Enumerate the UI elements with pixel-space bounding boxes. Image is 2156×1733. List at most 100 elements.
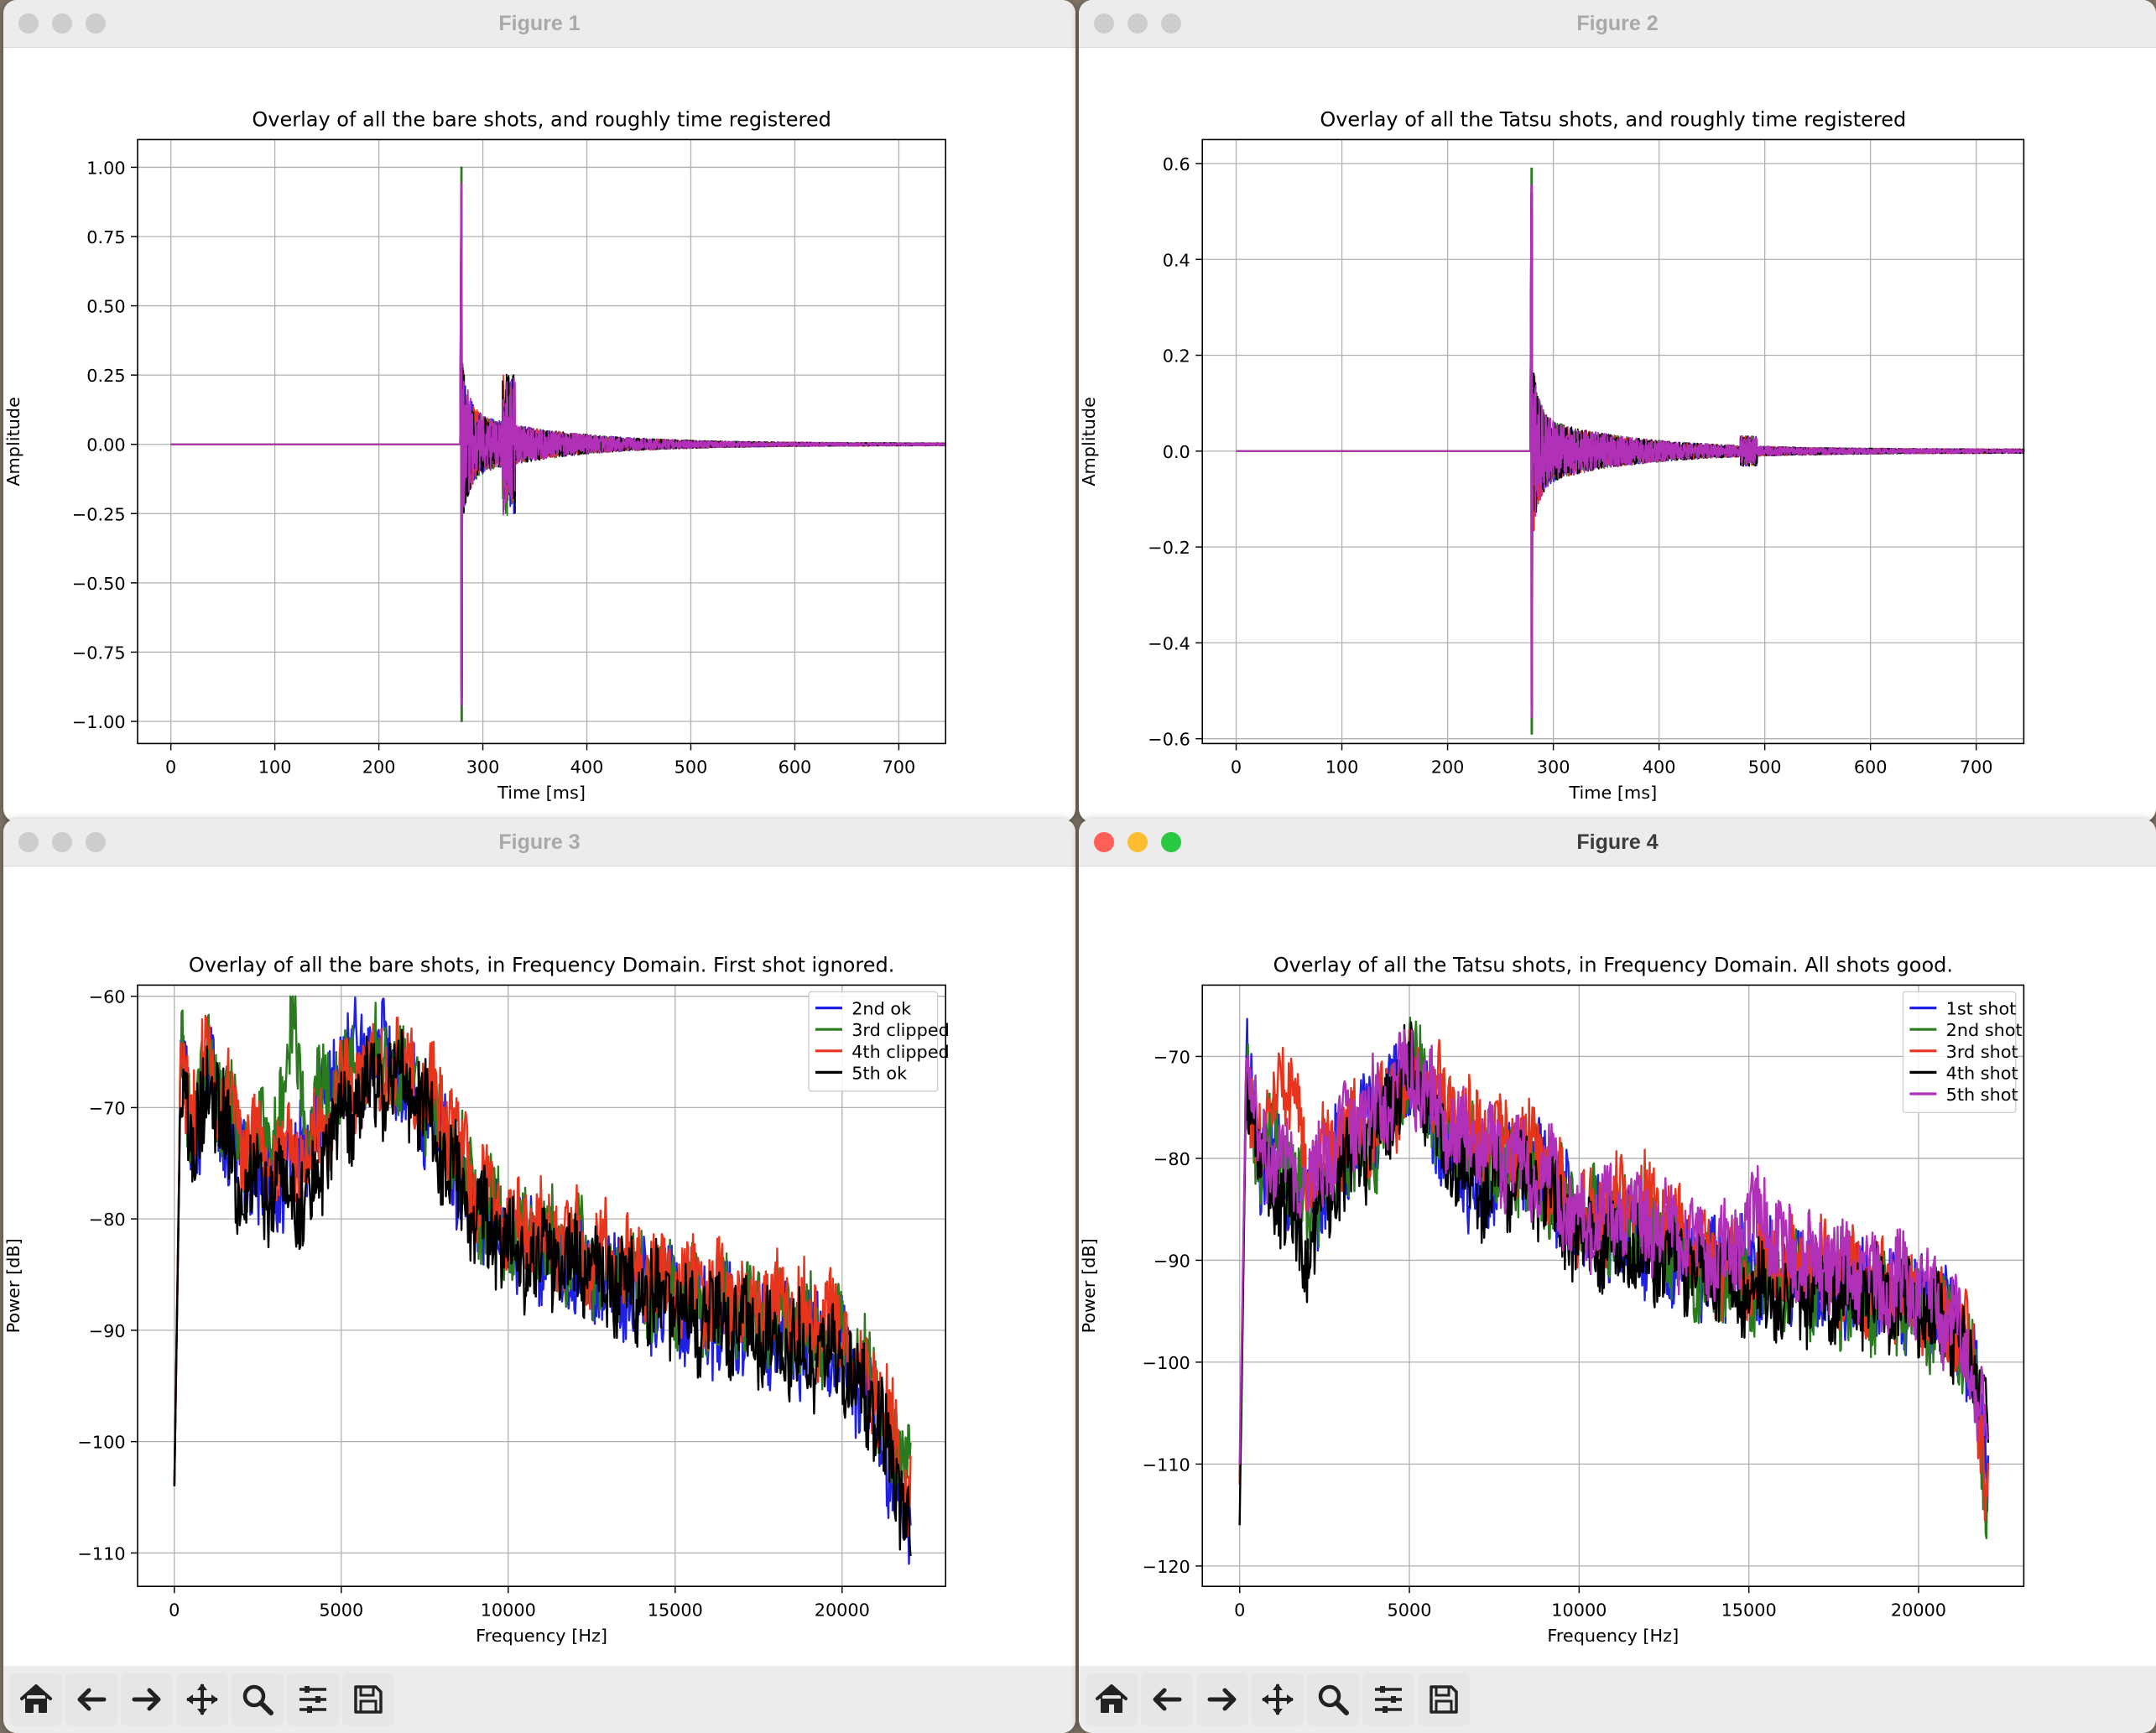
home-button[interactable] bbox=[1086, 1673, 1138, 1725]
save-button[interactable] bbox=[1418, 1673, 1470, 1725]
zoom-button[interactable] bbox=[232, 1673, 284, 1725]
chart-title: Overlay of all the bare shots, and rough… bbox=[252, 107, 831, 131]
plot-area: 0 100 200 300 400 500 600 700 1.00 0.75 0.50 0.25 0.… bbox=[3, 107, 947, 803]
close-window-button[interactable] bbox=[1094, 13, 1114, 34]
axes-frame bbox=[1201, 984, 2025, 1588]
home-icon bbox=[1096, 1684, 1127, 1713]
x-tick-label: 15000 bbox=[648, 1600, 703, 1620]
forward-arrow-button[interactable] bbox=[1196, 1673, 1248, 1725]
legend-box bbox=[1902, 991, 2017, 1114]
y-tick-label: −0.6 bbox=[1148, 730, 1190, 750]
pan-button[interactable] bbox=[1252, 1673, 1304, 1725]
y-tick-label: 0.6 bbox=[1163, 154, 1190, 174]
x-axis-label: Frequency [Hz] bbox=[476, 1626, 607, 1646]
title-bar[interactable]: Figure 2 bbox=[1079, 0, 2156, 48]
x-tick-label: 300 bbox=[1537, 757, 1570, 778]
minimize-window-button[interactable] bbox=[1127, 832, 1148, 852]
x-axis-label: Time [ms] bbox=[497, 783, 586, 803]
save-button[interactable] bbox=[342, 1673, 394, 1725]
back-arrow-button[interactable] bbox=[1141, 1673, 1193, 1725]
y-tick-label: 0.0 bbox=[1163, 442, 1190, 462]
y-axis-label: Power [dB] bbox=[3, 1238, 23, 1333]
x-tick-label: 5000 bbox=[1388, 1600, 1432, 1620]
frequency-plot-bare[interactable]: 0 5000 10000 15000 20000 −60 −70 −80 −90 −100 −110… bbox=[3, 819, 1075, 1666]
pan-button[interactable] bbox=[176, 1673, 228, 1725]
y-axis-label: Amplitude bbox=[1079, 397, 1099, 487]
y-tick-label: −80 bbox=[1154, 1149, 1190, 1169]
plot-area: 0 5000 10000 15000 20000 −60 −70 −80 −90 −100 −110… bbox=[3, 953, 950, 1645]
axes-frame bbox=[137, 984, 947, 1588]
configure-subplots-button[interactable] bbox=[287, 1673, 339, 1725]
zoom-icon bbox=[1318, 1684, 1349, 1715]
zoom-window-button[interactable] bbox=[1161, 13, 1181, 34]
home-icon bbox=[20, 1684, 52, 1713]
y-tick-label: −120 bbox=[1143, 1557, 1190, 1577]
title-bar[interactable]: Figure 1 bbox=[3, 0, 1075, 48]
legend-label: 4th shot bbox=[1946, 1063, 2018, 1083]
y-tick-label: −110 bbox=[77, 1543, 125, 1564]
series-line bbox=[173, 1028, 912, 1557]
y-tick-label: −0.25 bbox=[72, 504, 126, 524]
zoom-window-button[interactable] bbox=[1161, 832, 1181, 852]
figure-4-window[interactable]: Figure 4 0 5000 10000 15000 20000 −70 −80 −90 −1… bbox=[1079, 819, 2156, 1733]
configure-subplots-icon bbox=[299, 1686, 326, 1713]
legend-label: 3rd clipped bbox=[851, 1020, 950, 1040]
forward-arrow-icon bbox=[1207, 1688, 1237, 1711]
series-line bbox=[1236, 184, 2025, 718]
series-line bbox=[170, 183, 947, 706]
legend-label: 3rd shot bbox=[1946, 1042, 2018, 1062]
forward-arrow-button[interactable] bbox=[121, 1673, 173, 1725]
y-tick-label: 0.4 bbox=[1163, 250, 1190, 270]
chart-title: Overlay of all the Tatsu shots, and roug… bbox=[1320, 107, 1906, 131]
y-tick-label: −90 bbox=[89, 1321, 126, 1341]
minimize-window-button[interactable] bbox=[52, 832, 72, 852]
y-tick-label: 0.75 bbox=[86, 227, 125, 247]
window-title: Figure 1 bbox=[498, 12, 581, 35]
y-tick-label: −70 bbox=[89, 1098, 126, 1118]
home-button[interactable] bbox=[10, 1673, 62, 1725]
figure-2-window[interactable]: Figure 2 0 100 200 300 400 500 600 700 0.6 0.4 0.2… bbox=[1079, 0, 2156, 822]
configure-subplots-button[interactable] bbox=[1362, 1673, 1414, 1725]
x-tick-label: 20000 bbox=[815, 1600, 870, 1620]
window-title: Figure 4 bbox=[1576, 830, 1659, 854]
legend-label: 2nd ok bbox=[851, 999, 911, 1019]
x-tick-label: 200 bbox=[1431, 757, 1465, 778]
title-bar[interactable]: Figure 4 bbox=[1079, 819, 2156, 866]
x-tick-label: 100 bbox=[258, 757, 292, 778]
close-window-button[interactable] bbox=[18, 832, 39, 852]
x-tick-label: 400 bbox=[1643, 757, 1676, 778]
x-tick-label: 500 bbox=[674, 757, 708, 778]
minimize-window-button[interactable] bbox=[52, 13, 72, 34]
x-tick-label: 100 bbox=[1325, 757, 1359, 778]
pan-icon bbox=[1262, 1684, 1294, 1715]
y-tick-label: −1.00 bbox=[72, 712, 126, 732]
x-axis-label: Time [ms] bbox=[1568, 783, 1657, 803]
zoom-button[interactable] bbox=[1307, 1673, 1359, 1725]
legend-label: 4th clipped bbox=[851, 1042, 950, 1062]
y-tick-label: −100 bbox=[1143, 1353, 1190, 1373]
chart-title: Overlay of all the bare shots, in Freque… bbox=[189, 953, 894, 976]
amplitude-plot-tatsu[interactable]: 0 100 200 300 400 500 600 700 0.6 0.4 0.2 0.0 −0.2 −0… bbox=[1079, 0, 2156, 822]
figure-3-window[interactable]: Figure 3 0 5000 10000 15000 20000 −60 −70 −80 −9… bbox=[3, 819, 1075, 1733]
y-tick-label: −90 bbox=[1154, 1251, 1190, 1271]
zoom-window-button[interactable] bbox=[86, 832, 106, 852]
legend-label: 2nd shot bbox=[1946, 1020, 2023, 1040]
close-window-button[interactable] bbox=[1094, 832, 1114, 852]
figure-1-window[interactable]: Figure 1 0 100 200 300 400 500 600 700 1.00 0.75 0… bbox=[3, 0, 1075, 822]
back-arrow-button[interactable] bbox=[65, 1673, 117, 1725]
x-tick-label: 15000 bbox=[1721, 1600, 1777, 1620]
frequency-plot-tatsu[interactable]: 0 5000 10000 15000 20000 −70 −80 −90 −100 −110 −12… bbox=[1079, 819, 2156, 1666]
minimize-window-button[interactable] bbox=[1127, 13, 1148, 34]
title-bar[interactable]: Figure 3 bbox=[3, 819, 1075, 866]
window-title: Figure 2 bbox=[1576, 12, 1659, 35]
y-tick-label: −0.75 bbox=[72, 643, 126, 663]
zoom-window-button[interactable] bbox=[86, 13, 106, 34]
plot-area: 0 5000 10000 15000 20000 −70 −80 −90 −100 −110 −12… bbox=[1079, 953, 2025, 1646]
close-window-button[interactable] bbox=[18, 13, 39, 34]
x-tick-label: 600 bbox=[1854, 757, 1888, 778]
amplitude-plot-bare[interactable]: 0 100 200 300 400 500 600 700 1.00 0.75 0.50 0.25 0.… bbox=[3, 0, 1075, 822]
x-tick-label: 10000 bbox=[1551, 1600, 1607, 1620]
navigation-toolbar bbox=[1079, 1666, 2156, 1733]
x-tick-label: 500 bbox=[1748, 757, 1782, 778]
